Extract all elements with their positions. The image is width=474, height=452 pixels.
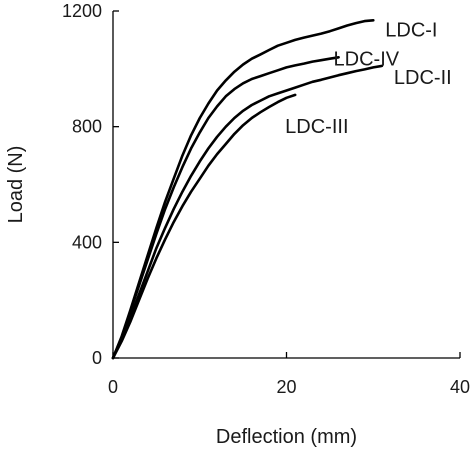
series-label-ldc-iv: LDC-IV: [334, 48, 400, 70]
series-label-ldc-ii: LDC-II: [394, 67, 452, 89]
series-lines: [111, 19, 384, 360]
x-tick-label: 40: [450, 377, 470, 397]
series-label-ldc-iii: LDC-III: [285, 116, 348, 138]
series-label-ldc-i: LDC-I: [385, 19, 437, 41]
y-tick-label: 800: [72, 117, 102, 137]
y-tick-label: 1200: [62, 1, 102, 21]
y-tick-label: 0: [92, 348, 102, 368]
series-line-ldc-iv: [111, 56, 340, 360]
x-tick-label: 20: [276, 377, 296, 397]
y-axis-title: Load (N): [5, 146, 27, 224]
y-tick-label: 400: [72, 232, 102, 252]
series-line-ldc-iii: [111, 93, 297, 360]
x-tick-label: 0: [108, 377, 118, 397]
x-axis-title: Deflection (mm): [216, 426, 357, 448]
series-line-ldc-ii: [111, 64, 384, 360]
series-line-ldc-i: [111, 19, 375, 360]
